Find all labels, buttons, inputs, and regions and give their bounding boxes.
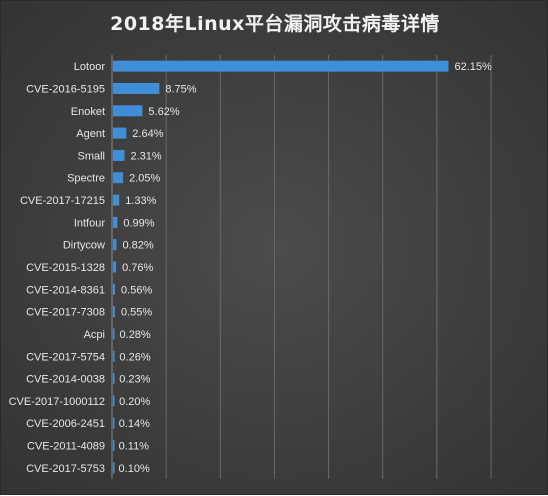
data-label: 2.05% [129,173,160,185]
category-label: Spectre [67,173,105,185]
category-label: CVE-2014-0038 [26,374,105,386]
data-label: 0.20% [119,396,150,408]
category-label: CVE-2011-4089 [27,441,105,453]
bar-small [113,149,125,161]
category-label: Enoket [71,106,105,118]
bar-cve-2017-1000112 [113,395,115,407]
category-label: CVE-2017-1000112 [9,396,105,408]
category-label: CVE-2015-1328 [26,262,105,274]
data-label: 0.76% [122,262,153,274]
data-label: 0.23% [119,374,150,386]
data-label: 0.82% [122,240,153,252]
category-label: CVE-2017-5754 [26,351,105,363]
data-label: 5.62% [148,106,179,118]
data-label: 8.75% [165,83,196,95]
category-label: Agent [76,128,105,140]
category-label: CVE-2017-7308 [26,307,105,319]
bar-cve-2014-0038 [113,373,115,385]
bar-agent [113,127,127,139]
category-label: Intfour [74,217,106,229]
data-label: 0.99% [123,217,154,229]
bar-cve-2014-8361 [113,283,116,295]
chart-title: 2018年Linux平台漏洞攻击病毒详情 [110,13,440,35]
bar-dirtycow [113,239,117,251]
category-label: CVE-2006-2451 [26,418,105,430]
data-label: 0.56% [121,284,152,296]
data-label: 0.55% [121,307,152,319]
data-label: 62.15% [454,61,492,73]
category-label: Lotoor [74,61,106,73]
data-label: 0.28% [120,329,151,341]
bar-cve-2017-7308 [113,306,115,318]
category-label: CVE-2014-8361 [26,284,105,296]
bar-enoket [113,105,143,117]
bar-cve-2011-4089 [113,440,115,452]
data-label: 2.31% [131,150,162,162]
category-label: Small [77,150,105,162]
category-label: Dirtycow [63,240,105,252]
category-label: CVE-2016-5195 [26,83,105,95]
data-label: 0.11% [119,441,150,453]
data-label: 1.33% [125,195,156,207]
bar-cve-2017-17215 [113,194,120,206]
bar-cve-2016-5195 [113,82,160,94]
category-label: CVE-2017-5753 [26,463,105,475]
data-label: 0.14% [119,418,150,430]
bar-cve-2017-5753 [113,462,115,474]
bar-lotoor [113,60,449,72]
bar-intfour [113,216,118,228]
category-label: CVE-2017-17215 [20,195,105,207]
bar-cve-2017-5754 [113,350,115,362]
data-label: 0.26% [119,351,150,363]
bar-acpi [113,328,115,340]
data-label: 2.64% [132,128,163,140]
category-label: Acpi [84,329,105,341]
bar-cve-2006-2451 [113,417,115,429]
data-label: 0.10% [119,463,150,475]
bar-cve-2015-1328 [113,261,117,273]
bar-spectre [113,172,124,184]
